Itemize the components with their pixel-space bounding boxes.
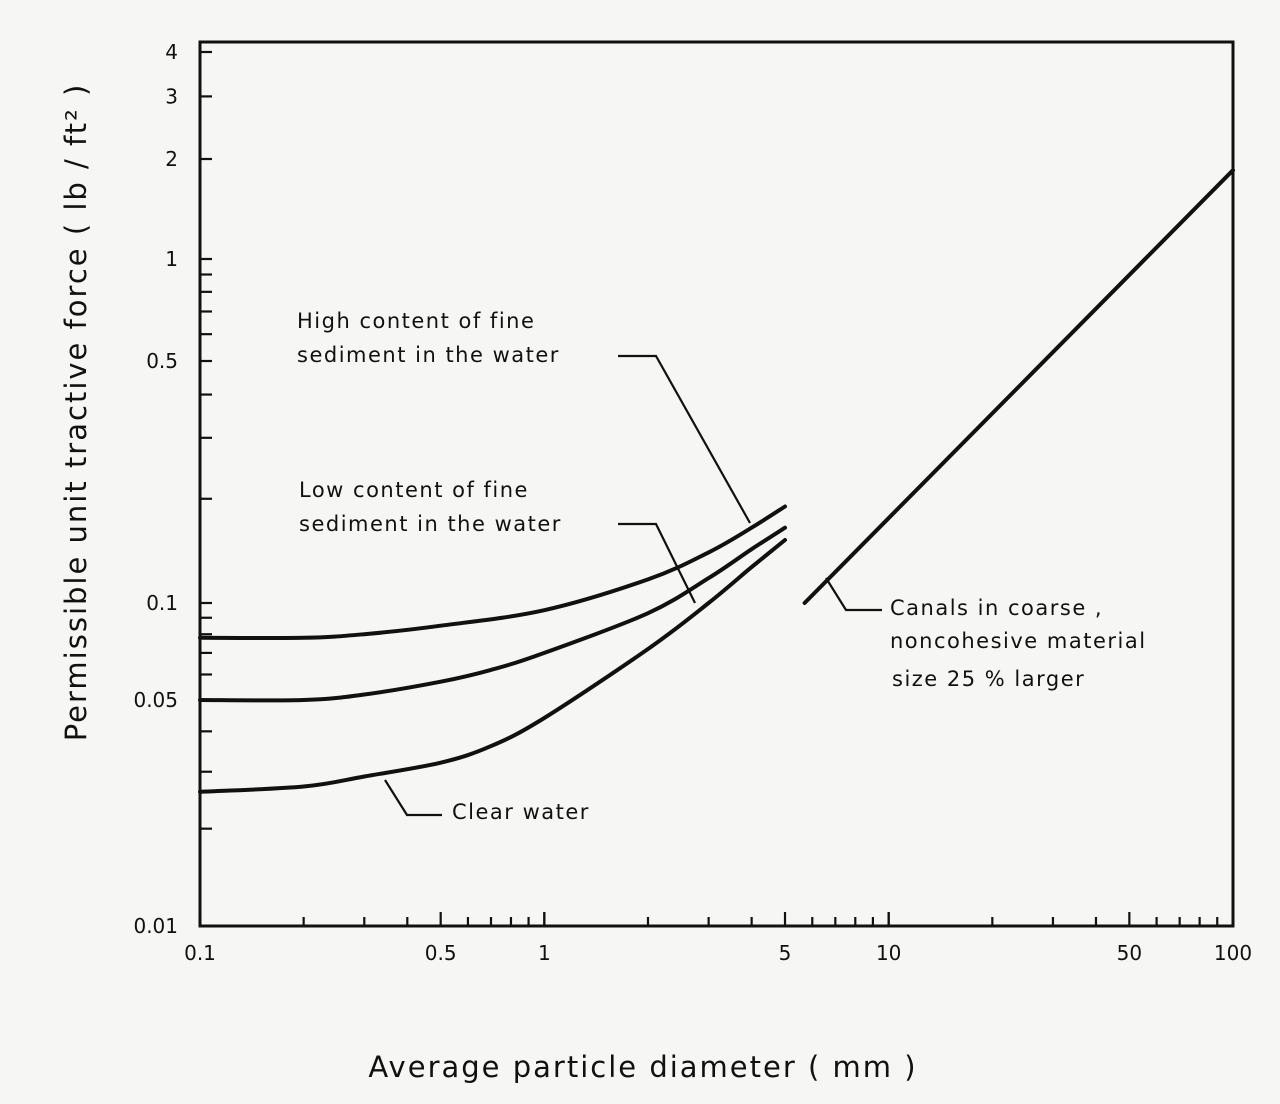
x-tick-label: 50 — [1117, 941, 1142, 965]
x-tick-label: 1 — [538, 941, 551, 965]
y-axis-title: Permissible unit tractive force ( lb / f… — [59, 83, 93, 742]
x-tick-labels: 0.1 0.5 1 5 10 50 100 — [184, 941, 1252, 965]
curve-clear-water — [198, 538, 787, 794]
label-high-line1: High content of fine — [297, 309, 535, 333]
x-axis-title: Average particle diameter ( mm ) — [368, 1050, 917, 1084]
series-curves — [198, 168, 1235, 794]
curve-canals-coarse — [802, 168, 1235, 605]
x-tick-label: 0.5 — [425, 941, 457, 965]
curve-high-content — [198, 504, 787, 641]
label-low-line2: sediment in the water — [299, 512, 562, 536]
x-tick-label: 0.1 — [184, 941, 216, 965]
leader-canals — [825, 577, 882, 612]
y-tick-label: 4 — [165, 40, 178, 64]
y-tick-label: 3 — [165, 84, 178, 108]
curve-low-content — [198, 525, 787, 703]
x-tick-label: 5 — [779, 941, 792, 965]
label-low-line1: Low content of fine — [299, 478, 529, 502]
y-tick-label: 0.01 — [133, 914, 178, 938]
leader-low — [618, 522, 696, 604]
plot-frame — [198, 40, 1235, 928]
y-tick-labels: 0.01 0.05 0.1 0.5 1 2 3 4 — [133, 40, 178, 938]
x-minor-ticks — [198, 912, 1235, 926]
y-tick-label: 0.05 — [133, 688, 178, 712]
label-canals-line2: noncohesive material — [890, 629, 1147, 653]
y-tick-label: 1 — [165, 247, 178, 271]
leader-high — [618, 354, 751, 524]
x-tick-label: 10 — [876, 941, 901, 965]
y-minor-ticks — [200, 50, 212, 928]
label-canals-line1: Canals in coarse , — [890, 596, 1103, 620]
x-tick-label: 100 — [1214, 941, 1252, 965]
leader-clear — [384, 779, 442, 817]
y-tick-label: 0.5 — [146, 349, 178, 373]
label-clear: Clear water — [452, 800, 590, 824]
label-high-line2: sediment in the water — [297, 343, 560, 367]
y-tick-label: 2 — [165, 147, 178, 171]
y-tick-label: 0.1 — [146, 591, 178, 615]
label-canals-line3: size 25 % larger — [892, 667, 1085, 691]
